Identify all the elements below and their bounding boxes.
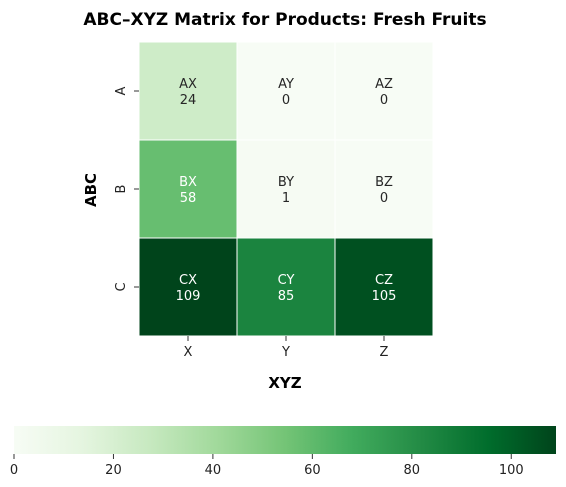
- cell-value: 105: [372, 289, 397, 304]
- cell-value: 0: [380, 191, 388, 206]
- cell-label: AX: [179, 77, 197, 92]
- heatmap-cell: [334, 139, 434, 239]
- cell-label: BY: [278, 175, 294, 190]
- cell-value: 0: [380, 93, 388, 108]
- colorbar-tick-label: 60: [304, 463, 321, 478]
- cell-label: BX: [179, 175, 197, 190]
- y-axis-ticks: A B C: [114, 86, 139, 292]
- cell-value: 58: [180, 191, 197, 206]
- y-tick-label: C: [114, 282, 129, 291]
- x-axis-ticks: X Y Z: [184, 336, 389, 360]
- y-axis-label: ABC: [82, 173, 100, 207]
- cell-label: BZ: [375, 175, 393, 190]
- heatmap-cell: [138, 139, 238, 239]
- cell-value: 109: [176, 289, 201, 304]
- heatmap-cell: [138, 41, 238, 141]
- x-tick-label: Y: [281, 345, 290, 360]
- colorbar-ticks: 0 20 40 60 80 100: [10, 454, 524, 478]
- x-tick-label: X: [184, 345, 193, 360]
- cell-value: 24: [180, 93, 197, 108]
- colorbar-tick-label: 0: [10, 463, 18, 478]
- cell-label: CX: [179, 273, 197, 288]
- cell-value: 1: [282, 191, 290, 206]
- cell-label: AZ: [375, 77, 393, 92]
- heatmap-cell: [236, 237, 336, 337]
- cell-label: CZ: [375, 273, 393, 288]
- heatmap-cell: [334, 41, 434, 141]
- colorbar-tick-label: 20: [105, 463, 122, 478]
- cell-value: 85: [278, 289, 295, 304]
- y-tick-label: B: [114, 185, 129, 194]
- heatmap-cell: [236, 41, 336, 141]
- chart-title: ABC–XYZ Matrix for Products: Fresh Fruit…: [83, 10, 486, 30]
- x-axis-label: XYZ: [268, 374, 301, 392]
- x-tick-label: Z: [380, 345, 389, 360]
- colorbar-tick-label: 40: [205, 463, 222, 478]
- heatmap-cell: [236, 139, 336, 239]
- cell-value: 0: [282, 93, 290, 108]
- colorbar-tick-label: 80: [404, 463, 421, 478]
- cell-label: CY: [278, 273, 295, 288]
- colorbar-tick-label: 100: [499, 463, 524, 478]
- colorbar: [14, 426, 556, 454]
- y-tick-label: A: [114, 86, 129, 95]
- cell-label: AY: [278, 77, 294, 92]
